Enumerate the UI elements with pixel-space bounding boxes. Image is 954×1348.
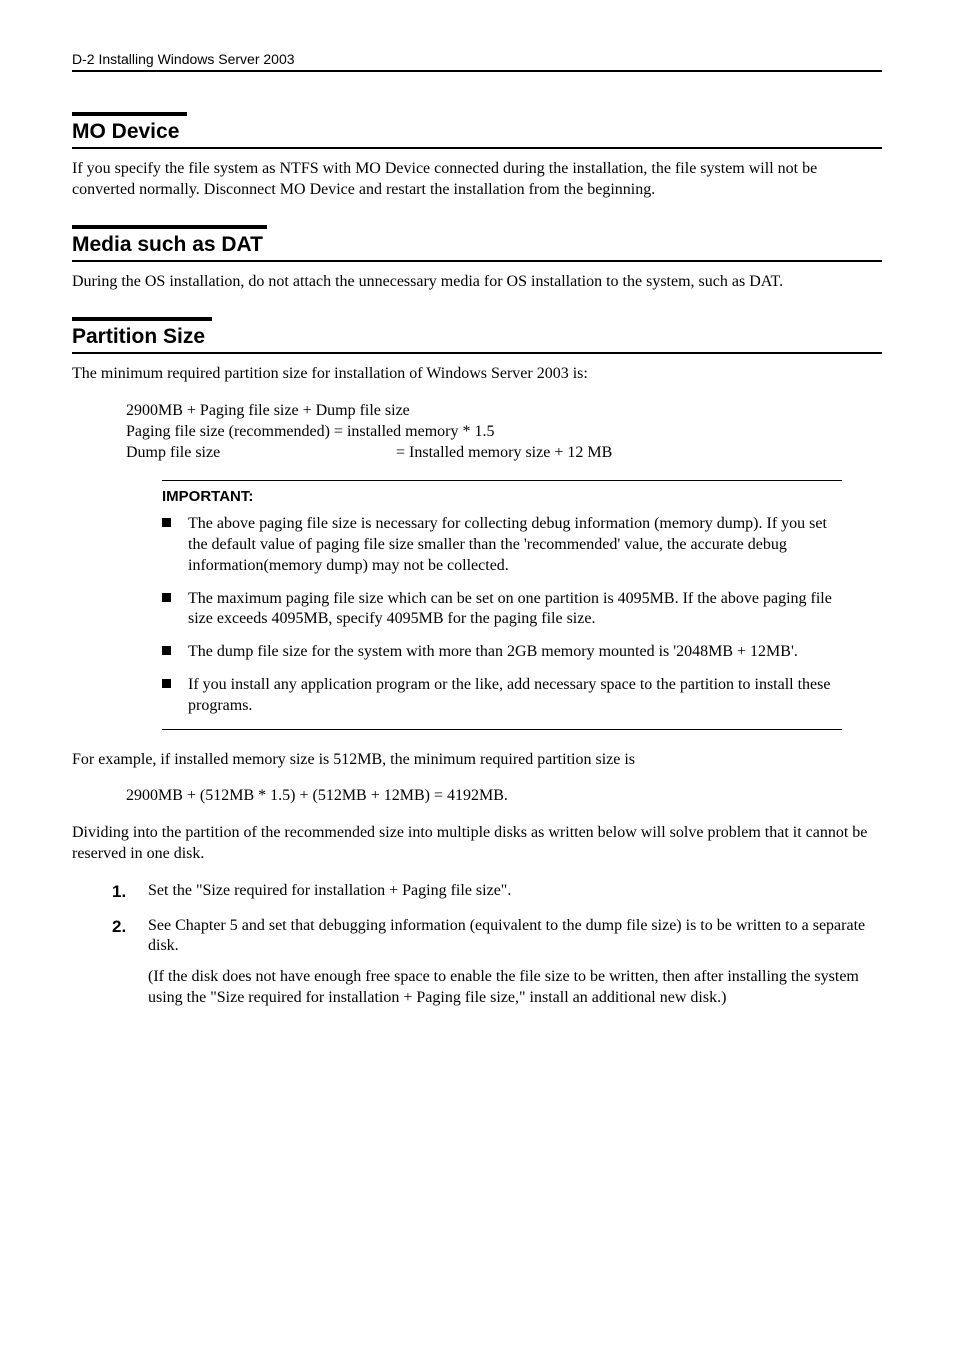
important-item: If you install any application program o… [162, 675, 842, 717]
step-number: 1. [112, 881, 126, 903]
section-body: If you specify the file system as NTFS w… [72, 159, 882, 201]
important-item-text: The dump file size for the system with m… [188, 643, 798, 660]
calc-line-2: Paging file size (recommended) = install… [126, 422, 882, 443]
important-item: The maximum paging file size which can b… [162, 589, 842, 631]
important-list: The above paging file size is necessary … [162, 514, 842, 716]
important-top-rule [162, 480, 842, 481]
section-partition-size: Partition Size The minimum required part… [72, 317, 882, 1009]
step-number: 2. [112, 916, 126, 938]
step-item: 2. See Chapter 5 and set that debugging … [112, 916, 882, 1009]
calc-line-3-left: Dump file size [126, 443, 396, 464]
section-media-dat: Media such as DAT During the OS installa… [72, 225, 882, 293]
header-rule [72, 70, 882, 72]
important-item-text: The above paging file size is necessary … [188, 515, 827, 574]
section-title: MO Device [72, 118, 882, 145]
page-header: D-2 Installing Windows Server 2003 [72, 50, 882, 68]
step-item: 1. Set the "Size required for installati… [112, 881, 882, 902]
important-bottom-rule [162, 729, 842, 730]
dividing-paragraph: Dividing into the partition of the recom… [72, 823, 882, 865]
steps-list: 1. Set the "Size required for installati… [112, 881, 882, 1009]
important-item-text: If you install any application program o… [188, 676, 830, 714]
bullet-icon [162, 518, 171, 527]
section-body: During the OS installation, do not attac… [72, 272, 882, 293]
section-heading-bar [72, 112, 187, 116]
bullet-icon [162, 646, 171, 655]
important-item-text: The maximum paging file size which can b… [188, 590, 832, 628]
section-title: Media such as DAT [72, 231, 882, 258]
section-mo-device: MO Device If you specify the file system… [72, 112, 882, 201]
calc-line-3-right: = Installed memory size + 12 MB [396, 443, 612, 464]
partition-calc-block: 2900MB + Paging file size + Dump file si… [126, 401, 882, 463]
calc-line-1: 2900MB + Paging file size + Dump file si… [126, 401, 882, 422]
bullet-icon [162, 679, 171, 688]
step-text: See Chapter 5 and set that debugging inf… [148, 917, 865, 955]
section-underline [72, 352, 882, 354]
important-item: The dump file size for the system with m… [162, 642, 842, 663]
bullet-icon [162, 593, 171, 602]
section-underline [72, 260, 882, 262]
calc-line-3: Dump file size = Installed memory size +… [126, 443, 882, 464]
step-subtext: (If the disk does not have enough free s… [148, 967, 882, 1009]
important-item: The above paging file size is necessary … [162, 514, 842, 576]
section-title: Partition Size [72, 323, 882, 350]
section-heading-bar [72, 317, 212, 321]
important-box: IMPORTANT: The above paging file size is… [162, 480, 842, 730]
example-calc: 2900MB + (512MB * 1.5) + (512MB + 12MB) … [126, 786, 882, 807]
important-label: IMPORTANT: [162, 487, 842, 507]
example-paragraph: For example, if installed memory size is… [72, 750, 882, 771]
section-heading-bar [72, 225, 267, 229]
section-underline [72, 147, 882, 149]
step-text: Set the "Size required for installation … [148, 882, 511, 899]
partition-intro: The minimum required partition size for … [72, 364, 882, 385]
